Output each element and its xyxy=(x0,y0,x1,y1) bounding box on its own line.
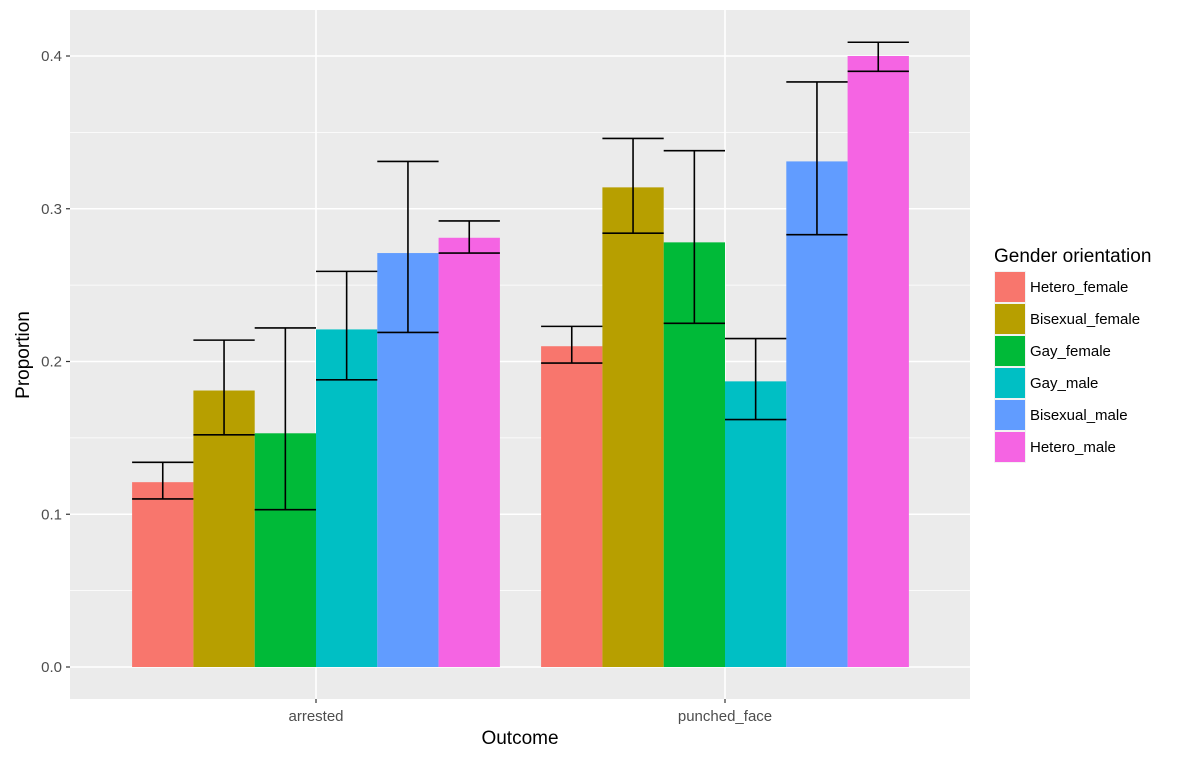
bar-Hetero_female-arrested xyxy=(132,482,194,667)
legend-item-Hetero_male: Hetero_male xyxy=(994,431,1116,463)
legend-swatch xyxy=(995,272,1025,302)
bar-Bisexual_female-arrested xyxy=(193,390,255,667)
legend-item-Gay_male: Gay_male xyxy=(994,367,1098,399)
bar-Hetero_female-punched_face xyxy=(541,346,603,667)
legend-swatch xyxy=(995,432,1025,462)
error-bar-Gay_male-punched_face xyxy=(725,337,787,421)
error-bar-Bisexual_female-punched_face xyxy=(602,137,664,234)
legend-item-Bisexual_male: Bisexual_male xyxy=(994,399,1128,431)
legend-item-Bisexual_female: Bisexual_female xyxy=(994,303,1140,335)
y-tick-label: 0.1 xyxy=(41,506,62,523)
y-axis-title: Proportion xyxy=(13,311,34,399)
y-tick-label: 0.4 xyxy=(41,48,62,65)
legend-item-Gay_female: Gay_female xyxy=(994,335,1111,367)
legend-label: Bisexual_male xyxy=(1030,407,1128,424)
legend-swatch xyxy=(995,336,1025,366)
legend-swatch xyxy=(995,368,1025,398)
legend-item-Hetero_female: Hetero_female xyxy=(994,271,1128,303)
error-bar-Bisexual_male-punched_face xyxy=(786,81,848,236)
error-bar-Hetero_male-punched_face xyxy=(847,41,909,73)
legend-title: Gender orientation xyxy=(994,246,1151,267)
legend-label: Hetero_male xyxy=(1030,439,1116,456)
legend: Gender orientation Hetero_female Bisexual… xyxy=(994,246,1151,463)
x-tick-label: punched_face xyxy=(678,708,772,725)
error-bar-Hetero_male-arrested xyxy=(438,220,500,254)
x-axis-title: Outcome xyxy=(481,728,558,749)
legend-label: Bisexual_female xyxy=(1030,311,1140,328)
legend-label: Hetero_female xyxy=(1030,279,1128,296)
bar-Gay_male-arrested xyxy=(316,329,378,667)
legend-label: Gay_male xyxy=(1030,375,1098,392)
bar-Bisexual_female-punched_face xyxy=(602,187,664,668)
bar-Gay_male-punched_face xyxy=(725,381,787,667)
error-bar-Gay_female-arrested xyxy=(254,327,316,511)
error-bar-Bisexual_male-arrested xyxy=(377,160,439,334)
legend-swatch xyxy=(995,304,1025,334)
x-tick-label: arrested xyxy=(288,708,343,725)
error-bars xyxy=(132,41,909,511)
bar-Hetero_male-punched_face xyxy=(847,56,909,667)
y-tick-label: 0.2 xyxy=(41,354,62,371)
bar-Hetero_male-arrested xyxy=(438,237,500,667)
bar-Bisexual_male-punched_face xyxy=(786,161,848,667)
legend-swatch xyxy=(995,400,1025,430)
bars xyxy=(132,56,909,668)
legend-label: Gay_female xyxy=(1030,343,1111,360)
error-bar-Bisexual_female-arrested xyxy=(193,339,255,436)
error-bar-Gay_male-arrested xyxy=(316,270,378,381)
x-axis: arrested punched_face xyxy=(288,699,772,725)
error-bar-Hetero_female-punched_face xyxy=(541,325,603,364)
y-tick-label: 0.0 xyxy=(41,659,62,676)
error-bar-Hetero_female-arrested xyxy=(132,461,194,500)
y-tick-label: 0.3 xyxy=(41,201,62,218)
y-axis: 0.0 0.1 0.2 0.3 0.4 xyxy=(41,48,70,676)
error-bar-Gay_female-punched_face xyxy=(663,149,725,325)
